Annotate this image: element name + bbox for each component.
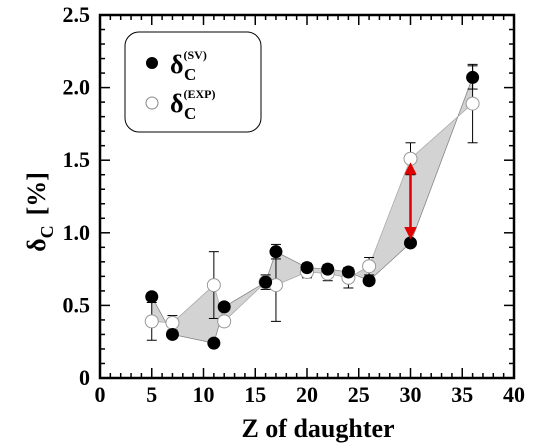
data-point-exp [165, 315, 180, 330]
x-tick-label: 35 [451, 382, 473, 407]
x-tick-label: 15 [244, 382, 266, 407]
y-axis-title: δC [%] [22, 172, 57, 252]
connecting-lines [151, 77, 473, 344]
x-tick-label: 25 [348, 382, 370, 407]
legend-label-sv: δ(SV) C [170, 48, 207, 84]
legend-exp-subscript: C [184, 104, 196, 123]
data-point-sv [341, 265, 355, 279]
axis-ticks: 0 5 10 15 20 25 30 35 40 0 0.5 1.0 1.5 2.0 2.5 [63, 2, 526, 407]
x-tick-label: 5 [146, 382, 157, 407]
x-axis-title: Z of daughter [241, 414, 394, 443]
y-tick-label: 0.5 [63, 292, 91, 317]
legend-exp-symbol: δ [170, 89, 184, 118]
legend-sv-superscript: (SV) [184, 48, 207, 62]
data-point-sv [300, 261, 314, 275]
data-point-exp [362, 259, 377, 274]
data-point-sv [362, 274, 376, 288]
data-point-sv [259, 275, 273, 289]
data-point-sv [466, 70, 480, 84]
data-point-sv [217, 300, 231, 314]
series-line [151, 77, 473, 344]
legend-sv-symbol: δ [170, 50, 184, 79]
legend-exp-superscript: (EXP) [184, 87, 216, 101]
band-segment [368, 158, 411, 282]
data-point-exp [403, 151, 418, 166]
legend-box [124, 31, 262, 133]
legend: δ(SV) C δ(EXP) C [124, 31, 262, 133]
y-tick-label: 2.5 [63, 2, 91, 27]
data-point-sv [207, 336, 221, 350]
x-tick-label: 30 [400, 382, 422, 407]
y-tick-label: 1.5 [63, 147, 91, 172]
data-point-exp [465, 96, 480, 111]
y-tick-label: 0 [79, 365, 90, 390]
legend-sv-subscript: C [184, 65, 196, 84]
data-point-sv [145, 290, 159, 304]
x-tick-label: 20 [296, 382, 318, 407]
y-tick-label: 2.0 [63, 75, 91, 100]
legend-label-exp: δ(EXP) C [170, 87, 216, 123]
data-point-exp [144, 314, 159, 329]
data-point-sv [404, 236, 417, 250]
legend-marker-sv [146, 57, 158, 69]
y-axis-unit: [%] [22, 172, 51, 215]
data-point-sv [165, 327, 179, 341]
legend-marker-exp [145, 96, 159, 110]
data-point-sv [269, 245, 283, 259]
data-point-exp [217, 314, 232, 329]
y-axis-symbol: δ [22, 238, 51, 252]
series-line [151, 103, 473, 324]
data-points [144, 70, 480, 350]
y-axis-subscript: C [37, 225, 57, 238]
y-tick-label: 1.0 [63, 220, 91, 245]
band-segment [213, 285, 225, 344]
data-point-exp [206, 278, 221, 293]
data-point-sv [321, 262, 335, 276]
x-tick-label: 0 [95, 382, 106, 407]
x-tick-label: 10 [193, 382, 215, 407]
x-tick-label: 40 [503, 382, 525, 407]
